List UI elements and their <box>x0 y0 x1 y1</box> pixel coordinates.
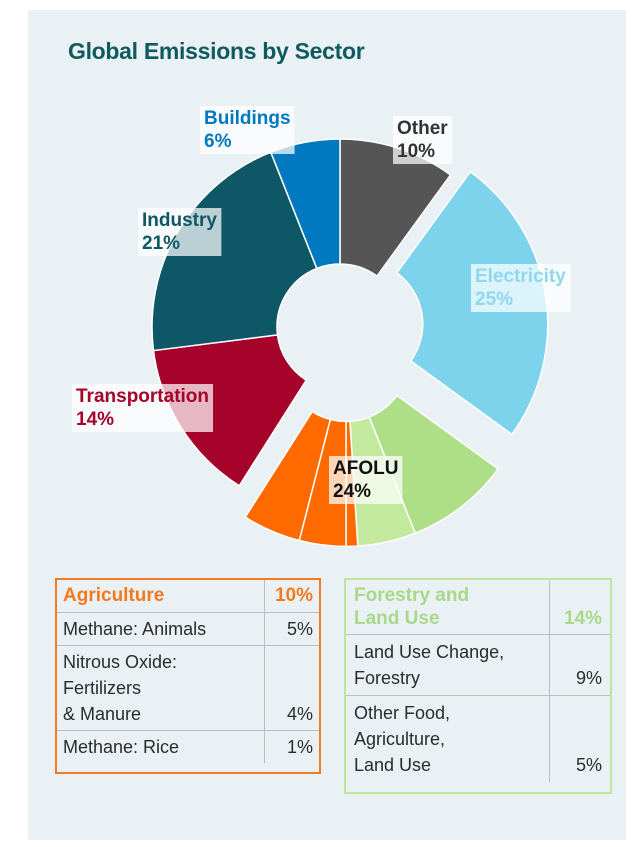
forestry-header-row: Forestry and Land Use 14% <box>346 580 610 635</box>
table-row: Nitrous Oxide: Fertilizers & Manure 4% <box>57 645 319 731</box>
slice-label-name: Other <box>397 118 448 139</box>
row-label: Methane: Rice <box>57 730 265 763</box>
slice-label-value: 24% <box>333 481 371 502</box>
chart-title: Global Emissions by Sector <box>68 38 365 64</box>
slice-transportation <box>152 334 308 487</box>
agriculture-table: Agriculture 10% Methane: Animals 5% Nitr… <box>55 578 321 774</box>
row-value: 1% <box>264 730 319 763</box>
slice-label-name: Transportation <box>76 386 209 407</box>
label-background <box>72 384 214 432</box>
label-background <box>200 106 295 154</box>
row-value: 5% <box>264 612 319 646</box>
slice-label-name: Industry <box>142 210 217 231</box>
label-background <box>471 264 571 312</box>
row-value: 4% <box>264 645 319 731</box>
slice-label-value: 21% <box>142 233 180 254</box>
slice-label-value: 10% <box>397 141 435 162</box>
slice-other <box>339 138 452 278</box>
slice-label-value: 6% <box>204 131 232 152</box>
forestry-table: Forestry and Land Use 14% Land Use Chang… <box>344 578 612 794</box>
label-background <box>393 116 453 164</box>
agriculture-total: 10% <box>264 580 319 613</box>
slice-label-name: AFOLU <box>333 458 398 479</box>
slice-industry <box>151 151 318 352</box>
row-label: Methane: Animals <box>57 612 265 646</box>
label-background <box>329 456 403 504</box>
row-value: 9% <box>549 634 610 696</box>
slice-label-name: Buildings <box>204 108 291 129</box>
row-label: Nitrous Oxide: Fertilizers & Manure <box>57 645 265 731</box>
slice-methane-animals <box>244 410 332 542</box>
row-label: Other Food, Agriculture, Land Use <box>346 695 550 782</box>
table-row: Methane: Rice 1% <box>57 730 319 763</box>
label-background <box>138 208 222 256</box>
forestry-header: Forestry and Land Use <box>354 585 470 629</box>
forestry-total: 14% <box>549 580 610 635</box>
slice-label-value: 25% <box>475 289 513 310</box>
row-value: 5% <box>549 695 610 782</box>
slice-label-value: 14% <box>76 409 114 430</box>
row-label: Land Use Change, Forestry <box>346 634 550 696</box>
agriculture-header-row: Agriculture 10% <box>57 580 319 613</box>
table-row: Land Use Change, Forestry 9% <box>346 634 610 696</box>
table-row: Methane: Animals 5% <box>57 612 319 646</box>
table-row: Other Food, Agriculture, Land Use 5% <box>346 695 610 782</box>
slice-label-name: Electricity <box>475 266 566 287</box>
agriculture-header: Agriculture <box>63 585 165 606</box>
